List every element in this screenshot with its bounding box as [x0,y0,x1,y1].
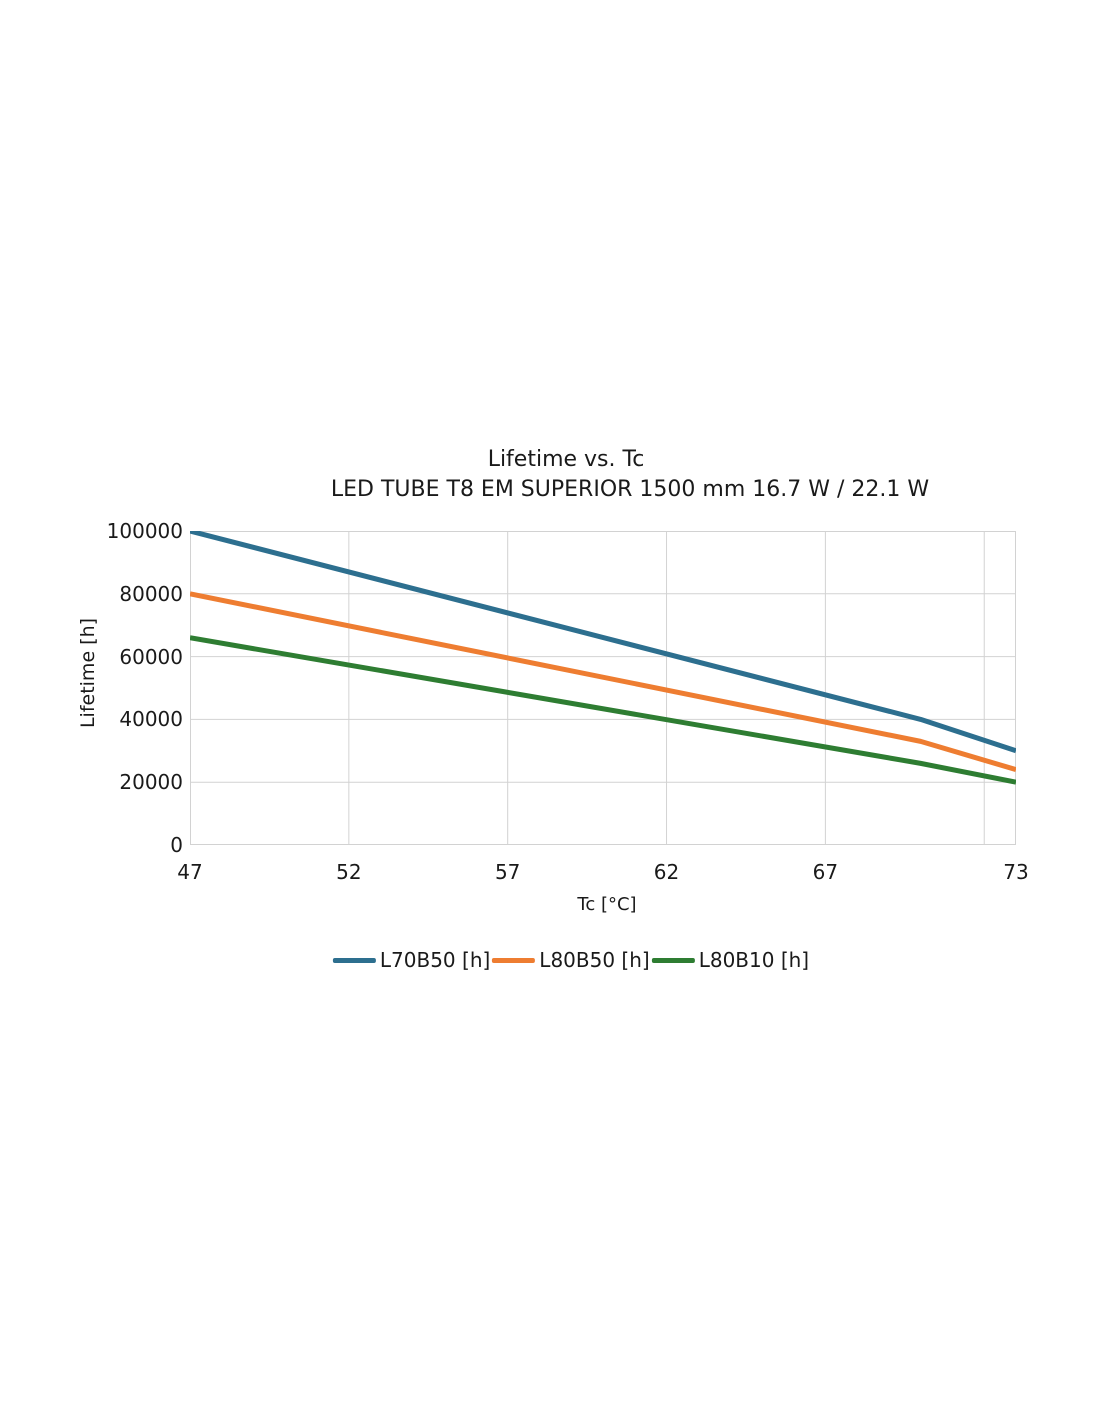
legend-item-L80B10: L80B10 [h] [651,948,810,972]
legend-swatch-L70B50 [332,957,376,963]
series-line-L70B50 [189,528,1017,754]
plot-border [190,531,1016,845]
chart-subtitle: LED TUBE T8 EM SUPERIOR 1500 mm 16.7 W /… [330,477,930,502]
plot-area [189,528,1017,846]
legend-swatch-L80B10 [651,957,695,963]
y-tick-label-0: 0 [170,833,183,857]
y-tick-label-20000: 20000 [119,770,183,795]
y-tick-label-40000: 40000 [119,707,183,732]
y-tick-label-60000: 60000 [119,644,183,669]
y-tick-label-100000: 100000 [106,519,183,543]
legend-item-L80B50: L80B50 [h] [492,948,650,972]
y-tick-label-80000: 80000 [119,581,183,606]
legend-label-L80B50: L80B50 [h] [539,948,650,972]
legend-label-L80B10: L80B10 [h] [698,948,810,972]
x-axis-label: Tc [°C] [577,894,637,915]
legend-swatch-L80B50 [492,957,536,963]
x-tick-label-62: 62 [653,860,680,884]
x-tick-label-73: 73 [1003,860,1029,884]
x-tick-label-67: 67 [812,860,839,884]
legend-item-L70B50: L70B50 [h] [332,948,491,972]
series-line-L80B50 [189,591,1017,773]
legend-label-L70B50: L70B50 [h] [379,948,491,972]
x-tick-label-47: 47 [177,860,203,884]
x-tick-label-52: 52 [336,860,362,884]
x-tick-label-57: 57 [494,860,521,884]
chart-title: Lifetime vs. Tc [487,447,645,472]
plot-svg [189,528,1017,846]
series-line-L80B10 [189,635,1017,785]
legend: L70B50 [h] L80B50 [h] L80B10 [h] [332,948,811,972]
